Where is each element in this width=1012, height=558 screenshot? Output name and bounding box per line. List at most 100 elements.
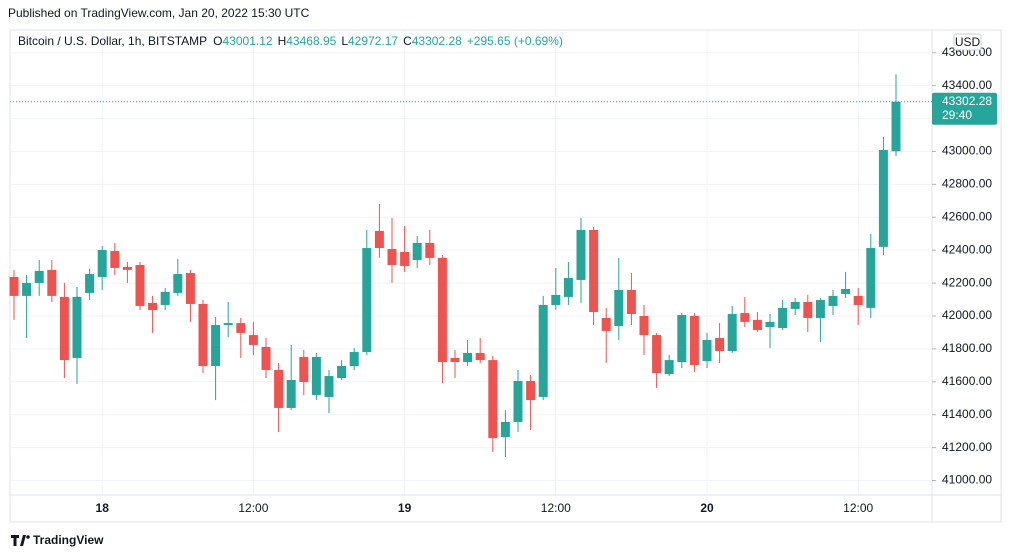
candle-body [727,314,737,352]
y-tick-label: 41800.00 [942,341,992,355]
candle-body [110,250,120,268]
candle-body [841,289,851,294]
candle-body [614,289,624,327]
candle-body [702,340,712,362]
candle-body [563,277,573,297]
y-tick-label: 42200.00 [942,275,992,289]
candle-body [689,315,699,366]
candle-body [576,229,586,280]
candle-body [34,270,44,283]
symbol-title: Bitcoin / U.S. Dollar, 1h, BITSTAMP [18,34,207,48]
y-tick-label: 42400.00 [942,242,992,256]
candle-body [589,229,599,313]
last-price-tag [932,92,997,125]
candle-body [160,291,170,305]
candle-body [790,302,800,309]
candle-body [891,101,901,152]
candle-body [488,360,498,439]
y-tick-label: 41000.00 [942,473,992,487]
candle-body [664,360,674,375]
ohlc-value: 42972.17 [348,34,398,48]
candle-body [551,294,561,305]
x-tick-label: 18 [96,501,110,515]
candle-body [236,323,246,333]
candle-body [500,421,510,438]
candle-body [97,250,107,277]
x-tick-label: 12:00 [238,501,268,515]
candle-body [740,313,750,322]
candle-body [374,230,384,249]
candle-body [47,269,57,296]
last-price-label: 43302.28 [942,94,992,108]
candle-body [198,303,208,367]
chart-frame [9,29,1002,523]
candle-body [362,248,372,353]
candle-body [878,149,888,247]
candle-body [715,338,725,352]
ohlc-key: O [213,34,222,48]
candle-body [173,274,183,293]
y-tick-label: 41400.00 [942,407,992,421]
candle-body [412,242,422,261]
ohlc-value: 43468.95 [286,34,336,48]
candle-body [677,314,687,363]
candle-body [601,317,611,331]
candle-body [9,276,19,296]
candle-body [752,319,762,330]
candle-body [513,380,523,422]
x-tick-label: 12:00 [843,501,873,515]
candles [9,74,932,457]
candle-body [148,302,158,311]
candle-body [261,346,271,370]
candle-body [803,302,813,318]
candle-body [286,379,296,408]
candle-body [538,304,548,397]
ohlc-key: L [341,34,348,48]
candle-body [248,335,258,345]
currency: USD [955,35,981,49]
candle-body [122,266,132,270]
candle-body [866,248,876,308]
candle-body [85,274,95,293]
axes: 41000.00 41200.00 41400.00 41600.00 41800.00… [96,45,997,515]
candle-body [778,307,788,328]
candle-body [349,352,359,367]
candle-body [22,282,32,296]
y-tick-label: 42800.00 [942,177,992,191]
candle-body [337,366,347,379]
y-tick-label: 42000.00 [942,308,992,322]
y-tick-label: 43000.00 [942,144,992,158]
candle-body [387,249,397,265]
ohlc-key: H [278,34,287,48]
countdown: 29:40 [942,108,972,122]
y-tick-label: 43400.00 [942,78,992,92]
y-tick-label: 41600.00 [942,374,992,388]
candle-body [853,295,863,305]
y-tick-label: 42600.00 [942,209,992,223]
candle-body [59,296,69,361]
ohlc-key: C [403,34,412,48]
candle-body [135,264,145,306]
candle-body [324,376,334,397]
candle-body [450,357,460,363]
candle-body [475,353,485,361]
ohlc-value: 43302.28 [412,34,462,48]
candle-body [311,356,321,395]
candle-body [400,251,410,266]
brand-logo [11,535,30,546]
candle-body [639,315,649,336]
candle-body [211,325,221,367]
candle-body [437,257,447,363]
x-tick-label: 20 [700,501,714,515]
currency-box[interactable] [953,33,982,51]
change-value: +295.65 (+0.69%) [467,34,563,48]
published-note: Published on TradingView.com, Jan 20, 20… [8,6,310,20]
grid [10,30,932,495]
candle-body [274,369,284,408]
symbol-header: Bitcoin / U.S. Dollar, 1h, BITSTAMP O4300… [18,34,563,48]
y-tick-label: 41200.00 [942,440,992,454]
x-tick-label: 19 [398,501,412,515]
ohlc-value: 43001.12 [223,34,273,48]
brand: TradingView [33,533,104,547]
